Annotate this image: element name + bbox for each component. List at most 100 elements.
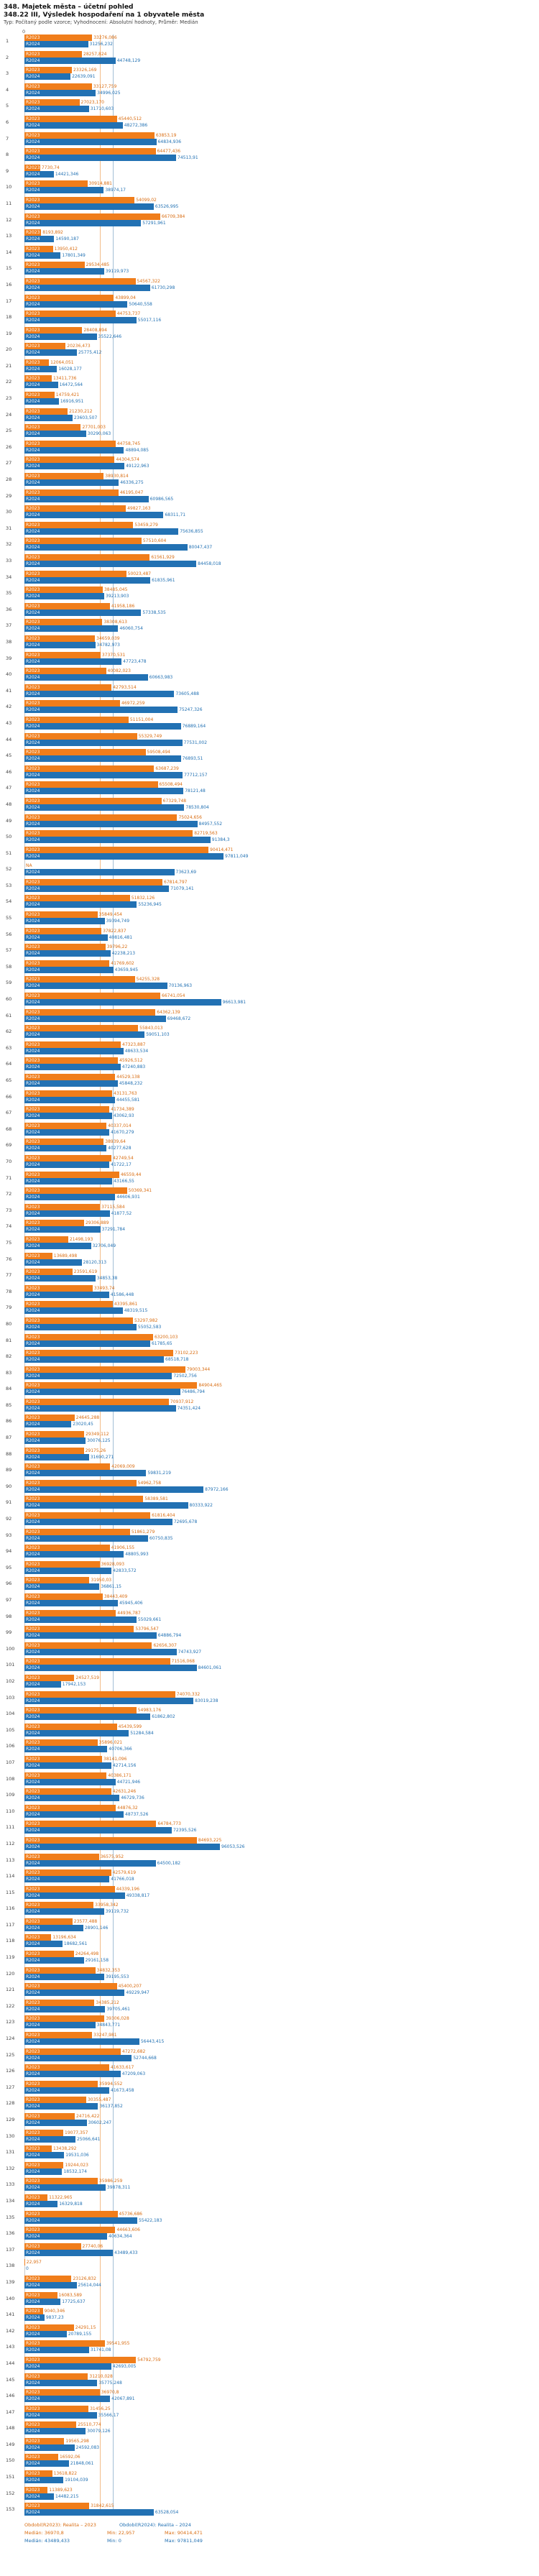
bar-r2024[interactable]: R2024 xyxy=(24,983,167,990)
bar-r2023[interactable]: R2023 xyxy=(24,602,110,610)
bar-r2023[interactable]: R2023 xyxy=(24,1755,102,1762)
bar-r2023[interactable]: R2023 xyxy=(24,1739,98,1747)
bar-r2024[interactable]: R2024 xyxy=(24,2428,86,2435)
bar-r2024[interactable]: R2024 xyxy=(24,398,59,405)
bar-r2023[interactable]: R2023 xyxy=(24,1317,133,1324)
bar-r2024[interactable]: R2024 xyxy=(24,934,108,941)
bar-r2023[interactable]: R2023 xyxy=(24,1545,110,1552)
bar-r2024[interactable]: R2024 xyxy=(24,1356,165,1363)
bar-r2023[interactable]: R2023 xyxy=(24,343,66,350)
bar-r2024[interactable]: R2024 xyxy=(24,918,105,925)
bar-r2024[interactable]: R2024 xyxy=(24,1404,176,1412)
bar-r2023[interactable]: R2023 xyxy=(24,34,93,41)
bar-r2024[interactable]: R2024 xyxy=(24,2233,108,2240)
bar-r2023[interactable]: R2023 xyxy=(24,2129,64,2136)
bar-r2024[interactable]: R2024 xyxy=(24,2330,67,2337)
bar-r2024[interactable]: R2024 xyxy=(24,999,221,1006)
bar-r2023[interactable]: R2023 xyxy=(24,294,114,301)
bar-r2023[interactable]: R2023 xyxy=(24,1333,153,1340)
bar-r2024[interactable]: R2024 xyxy=(24,170,54,178)
bar-r2024[interactable]: R2024 xyxy=(24,2444,75,2451)
bar-r2024[interactable]: R2024 xyxy=(24,820,198,827)
bar-r2023[interactable]: R2023 xyxy=(24,2437,65,2444)
bar-r2023[interactable]: R2023 xyxy=(24,1496,144,1503)
bar-r2023[interactable]: R2023 xyxy=(24,2080,98,2087)
bar-r2023[interactable]: R2023 xyxy=(24,489,119,496)
bar-r2023[interactable]: R2023 xyxy=(24,2210,118,2217)
bar-r2023[interactable]: R2023 xyxy=(24,781,158,788)
bar-r2023[interactable]: R2023 xyxy=(24,586,103,594)
bar-r2023[interactable]: R2023 xyxy=(24,1821,157,1828)
bar-r2024[interactable]: R2024 xyxy=(24,1973,104,1980)
bar-r2023[interactable]: R2023 xyxy=(24,1057,119,1064)
bar-r2023[interactable]: R2023 xyxy=(24,1236,68,1243)
bar-r2024[interactable]: R2024 xyxy=(24,1064,121,1071)
bar-r2023[interactable]: R2023 xyxy=(24,2194,48,2201)
bar-r2023[interactable]: R2023 xyxy=(24,1447,84,1454)
bar-r2024[interactable]: R2024 xyxy=(24,1567,112,1574)
bar-r2023[interactable]: R2023 xyxy=(24,1674,75,1681)
bar-r2024[interactable]: R2024 xyxy=(24,1145,107,1152)
bar-r2024[interactable]: R2024 xyxy=(24,1128,109,1136)
bar-r2024[interactable]: R2024 xyxy=(24,1795,120,1802)
bar-r2023[interactable]: R2023 xyxy=(24,2470,52,2478)
bar-r2024[interactable]: R2024 xyxy=(24,1015,166,1022)
bar-r2024[interactable]: R2024 xyxy=(24,1714,151,1721)
bar-r2024[interactable]: R2024 xyxy=(24,1177,113,1184)
bar-r2024[interactable]: R2024 xyxy=(24,755,181,763)
bar-r2024[interactable]: R2024 xyxy=(24,804,185,811)
bar-r2023[interactable]: R2023 xyxy=(24,1350,174,1357)
bar-r2023[interactable]: R2023 xyxy=(24,1187,127,1195)
bar-r2023[interactable]: R2023 xyxy=(24,2097,86,2104)
bar-r2024[interactable]: R2024 xyxy=(24,1275,96,1282)
bar-r2024[interactable]: R2024 xyxy=(24,495,149,502)
bar-r2023[interactable]: R2023 xyxy=(24,213,160,220)
bar-r2023[interactable]: R2023 xyxy=(24,1479,137,1486)
bar-r2024[interactable]: R2024 xyxy=(24,2379,98,2386)
bar-r2024[interactable]: R2024 xyxy=(24,512,164,519)
bar-r2024[interactable]: R2024 xyxy=(24,252,61,259)
bar-r2023[interactable]: R2023 xyxy=(24,277,136,285)
bar-r2023[interactable]: R2023 xyxy=(24,456,115,464)
bar-r2023[interactable]: R2023 xyxy=(24,1220,84,1227)
bar-r2024[interactable]: R2024 xyxy=(24,2184,106,2191)
bar-r2023[interactable]: R2023 xyxy=(24,1382,198,1389)
bar-r2024[interactable]: R2024 xyxy=(24,121,123,129)
bar-r2024[interactable]: R2024 xyxy=(24,414,73,421)
bar-r2024[interactable]: R2024 xyxy=(24,788,184,795)
bar-r2024[interactable]: R2024 xyxy=(24,203,154,210)
bar-r2024[interactable]: R2024 xyxy=(24,1502,188,1509)
bar-r2024[interactable]: R2024 xyxy=(24,1843,221,1850)
bar-r2024[interactable]: R2024 xyxy=(24,1453,89,1460)
bar-r2023[interactable]: R2023 xyxy=(24,1284,93,1292)
bar-r2023[interactable]: R2023 xyxy=(24,1934,52,1941)
bar-r2023[interactable]: R2023 xyxy=(24,1252,52,1259)
bar-r2024[interactable]: R2024 xyxy=(24,1778,116,1785)
bar-r2023[interactable]: R2023 xyxy=(24,521,134,528)
bar-r2024[interactable]: R2024 xyxy=(24,1323,137,1330)
bar-r2023[interactable]: R2023 xyxy=(24,1122,107,1129)
bar-r2024[interactable]: R2024 xyxy=(24,2314,45,2322)
bar-r2024[interactable]: R2024 xyxy=(24,2005,106,2012)
bar-r2023[interactable]: R2023 xyxy=(24,1008,156,1016)
bar-r2024[interactable]: R2024 xyxy=(24,463,125,470)
bar-r2024[interactable]: R2024 xyxy=(24,1892,125,1899)
bar-r2023[interactable]: R2023 xyxy=(24,716,129,723)
bar-r2023[interactable]: R2023 xyxy=(24,1885,115,1892)
bar-r2023[interactable]: R2023 xyxy=(24,2308,43,2315)
bar-r2024[interactable]: R2024 xyxy=(24,1665,197,1672)
bar-r2023[interactable]: R2023 xyxy=(24,1723,117,1730)
bar-r2023[interactable]: R2023 xyxy=(24,326,83,334)
bar-r2023[interactable]: R2023 xyxy=(24,944,106,951)
bar-r2024[interactable]: R2024 xyxy=(24,1031,145,1039)
bar-r2024[interactable]: R2024 xyxy=(24,901,137,908)
bar-r2023[interactable]: R2023 xyxy=(24,2064,109,2071)
bar-r2023[interactable]: R2023 xyxy=(24,927,102,934)
bar-r2024[interactable]: R2024 xyxy=(24,2135,75,2143)
bar-r2023[interactable]: R2023 xyxy=(24,2113,75,2120)
bar-r2024[interactable]: R2024 xyxy=(24,869,175,876)
bar-r2024[interactable]: R2024 xyxy=(24,1990,125,1997)
bar-r2023[interactable]: R2023 xyxy=(24,1918,73,1925)
bar-r2023[interactable]: R2023 xyxy=(24,668,106,675)
bar-r2024[interactable]: R2024 xyxy=(24,155,177,162)
